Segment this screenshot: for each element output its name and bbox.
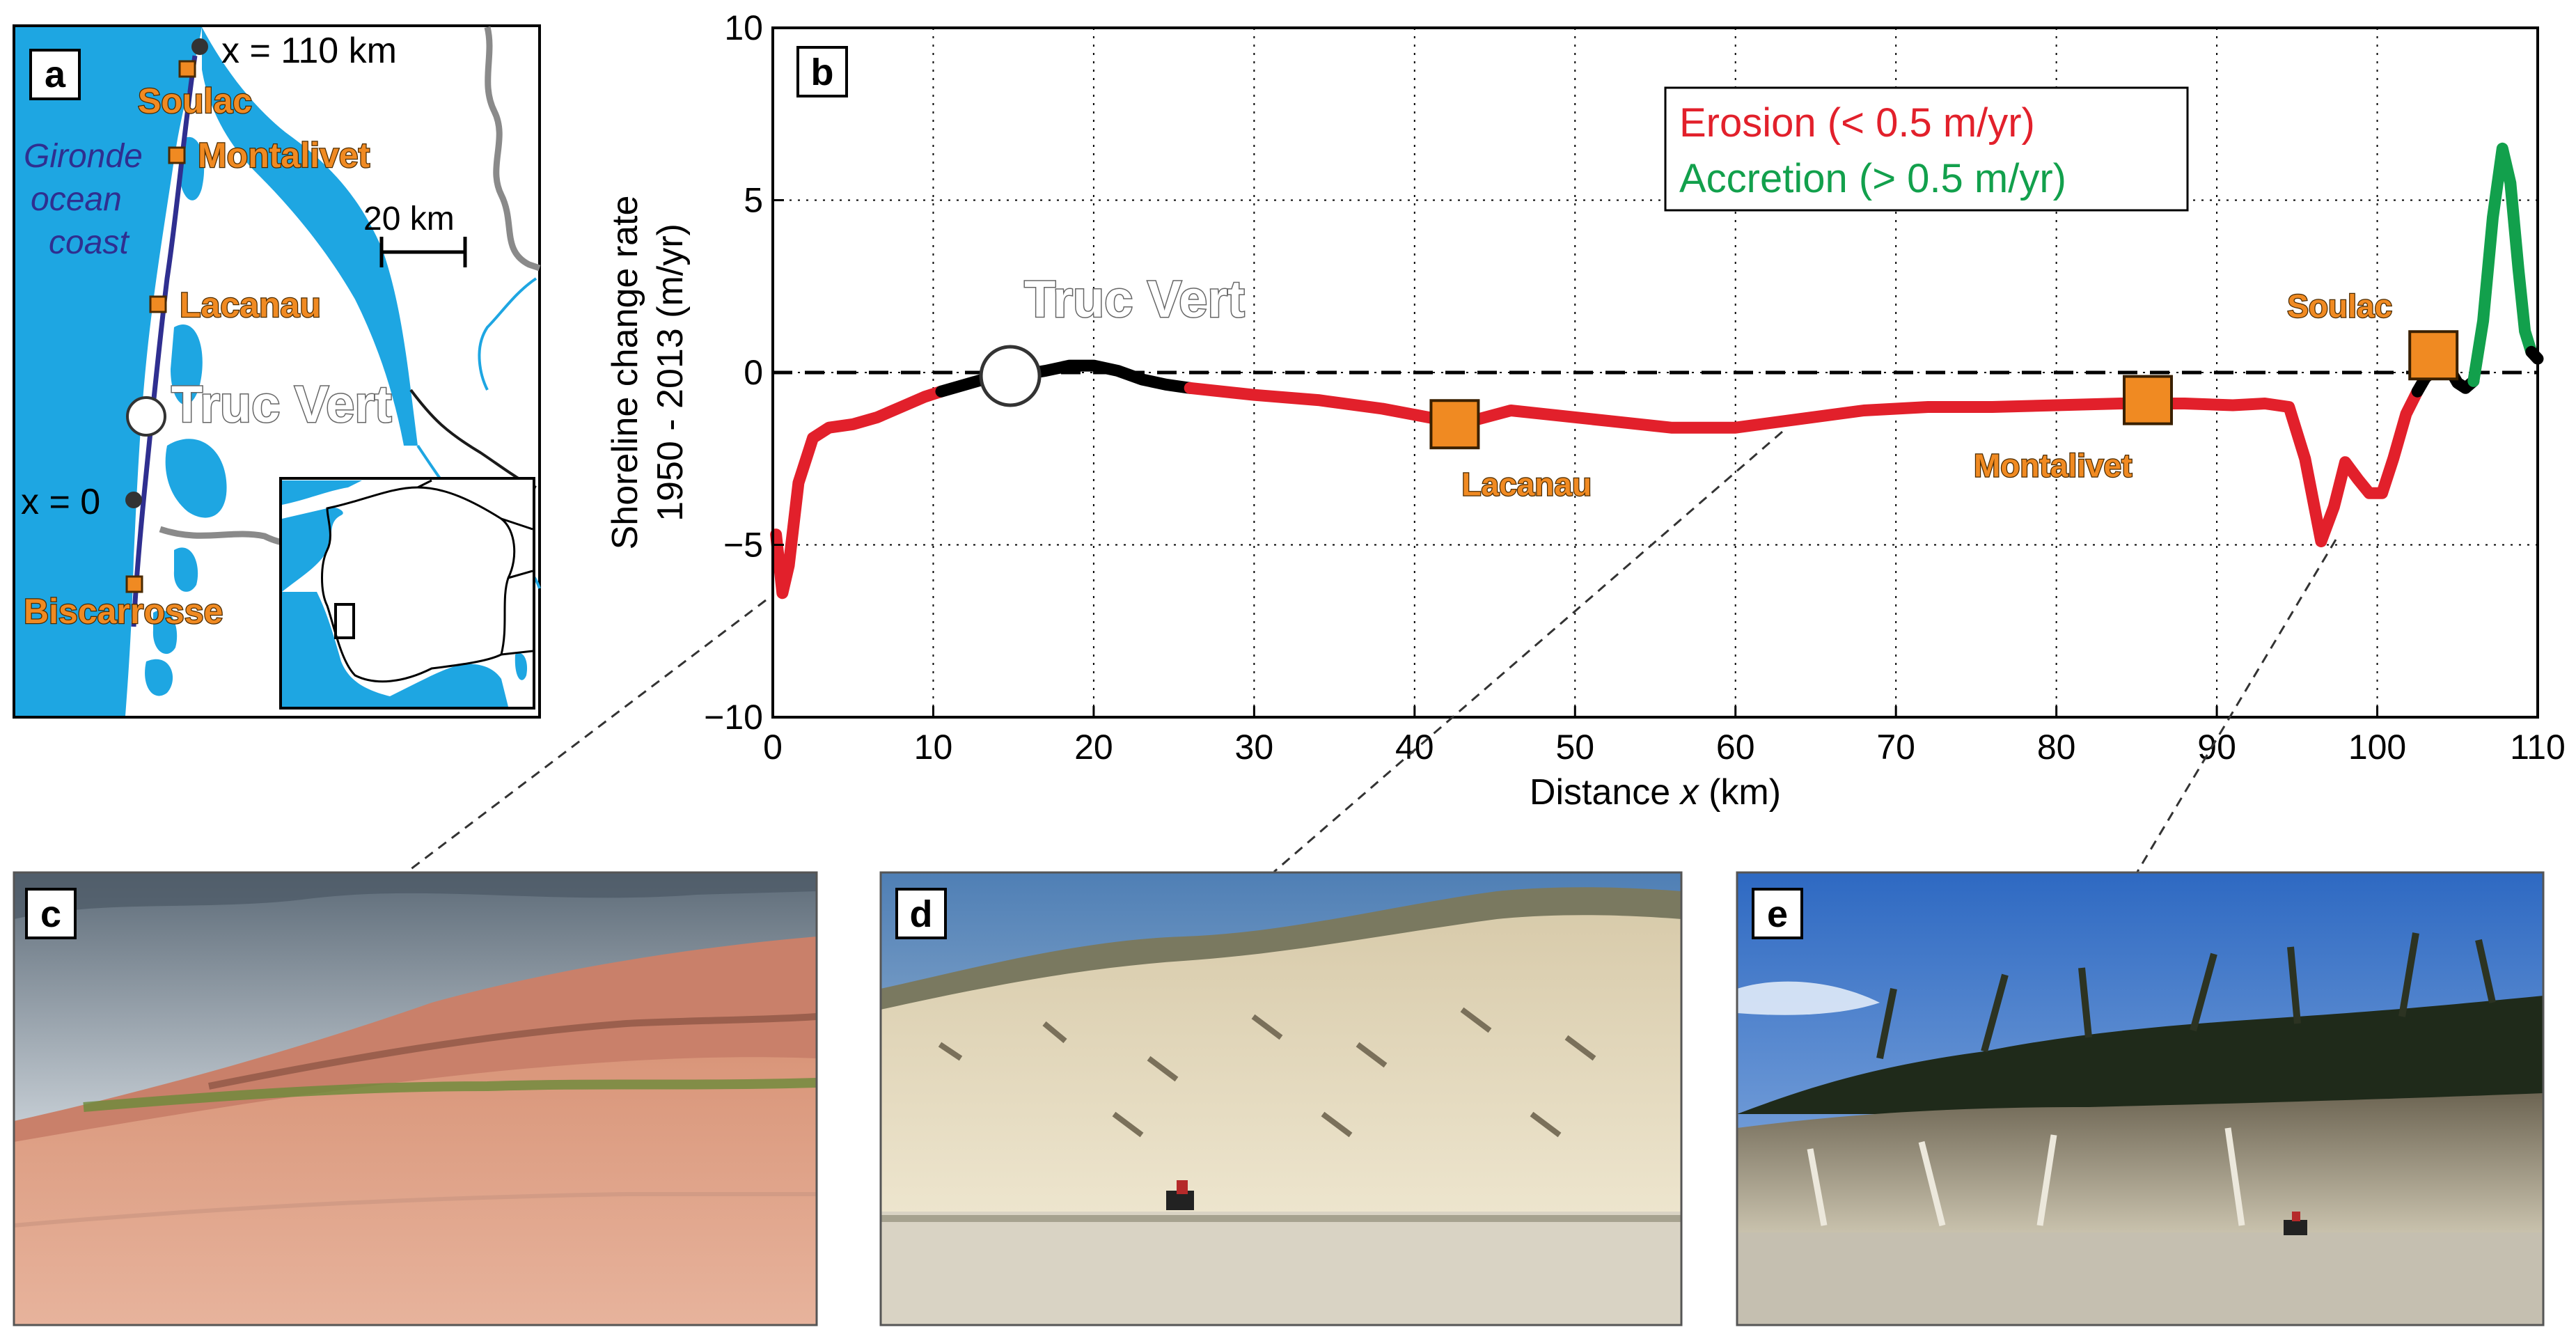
x-axis-label-suffix: (km) xyxy=(1699,772,1781,813)
gironde-estuary xyxy=(202,27,418,446)
connector-d xyxy=(1273,430,1783,873)
y-tick-label: −5 xyxy=(723,526,763,565)
series-line xyxy=(2467,142,2538,387)
series-line xyxy=(770,385,948,600)
panel-label-c: c xyxy=(40,893,61,935)
connector-e xyxy=(2136,539,2337,872)
marker-label: Soulac xyxy=(2287,288,2392,324)
coast-label-line: ocean xyxy=(31,181,122,218)
lake xyxy=(180,136,205,201)
marker-site xyxy=(2122,375,2173,425)
x-axis-label: Distance x (km) xyxy=(1530,772,1781,813)
dordogne-river xyxy=(478,277,537,391)
lake xyxy=(173,547,198,592)
panel-label-e: e xyxy=(1767,893,1788,935)
photo-e-frame xyxy=(1736,871,2545,1326)
site-markers: Truc Vert Lacanau Montalivet Soulac xyxy=(979,269,2459,503)
x-tick-label: 10 xyxy=(914,728,953,767)
marker-site xyxy=(2408,330,2459,381)
series-line xyxy=(1184,382,2424,547)
y-axis-label-line1: Shoreline change rate xyxy=(605,196,645,550)
coast-label-line: coast xyxy=(49,224,129,261)
photo-c xyxy=(14,872,817,1325)
coast-label-line: Gironde xyxy=(24,138,143,175)
x-tick-label: 70 xyxy=(1876,728,1915,767)
legend-erosion: Erosion (< 0.5 m/yr) xyxy=(1679,100,2035,146)
map-x-start-label: x = 0 xyxy=(21,482,100,522)
x-tick-label: 60 xyxy=(1716,728,1755,767)
marker-truc-vert xyxy=(979,345,1042,407)
map-marker-biscarrosse xyxy=(125,575,143,593)
map-label-montalivet: Montalivet xyxy=(198,136,370,175)
map-panel: x = 110 km x = 0 Gironde ocean coast 20 … xyxy=(13,24,541,719)
x-tick-label: 50 xyxy=(1555,728,1594,767)
series-line xyxy=(935,359,1196,398)
marker-label: Lacanau xyxy=(1461,466,1592,502)
y-tick-label: 10 xyxy=(724,8,763,47)
x-axis-label-var: x xyxy=(1679,772,1700,813)
y-tick-label: −10 xyxy=(704,698,763,737)
y-tick-label: 5 xyxy=(744,181,763,220)
map-marker-lacanau xyxy=(149,295,167,313)
map-marker-soulac xyxy=(178,60,196,78)
scale-bar: 20 km xyxy=(363,201,467,267)
ocean xyxy=(15,27,202,716)
y-axis-label-line2: 1950 - 2013 (m/yr) xyxy=(650,224,691,522)
x-end-dot xyxy=(191,38,208,55)
coast-label: Gironde ocean coast xyxy=(24,138,143,261)
scale-label: 20 km xyxy=(363,201,455,237)
map-label-biscarrosse: Biscarrosse xyxy=(24,592,223,631)
x-tick-label: 100 xyxy=(2348,728,2406,767)
legend-box xyxy=(1664,86,2189,212)
photo-e xyxy=(1737,872,2543,1325)
map-label-lacanau: Lacanau xyxy=(180,285,321,324)
marker-site xyxy=(1429,399,1480,450)
map-label-soulac: Soulac xyxy=(138,81,252,120)
lake xyxy=(145,659,173,696)
map-marker-truc-vert xyxy=(126,396,166,437)
department-border xyxy=(484,26,541,272)
panel-label-b: b xyxy=(811,52,834,93)
legend: Erosion (< 0.5 m/yr) Accretion (> 0.5 m/… xyxy=(1664,86,2189,212)
x-tick-label: 30 xyxy=(1235,728,1274,767)
panel-label-box xyxy=(796,46,848,97)
x-tick-label: 110 xyxy=(2510,728,2566,767)
lake xyxy=(171,324,203,405)
arcachon-basin xyxy=(165,439,227,518)
legend-accretion: Accretion (> 0.5 m/yr) xyxy=(1679,156,2066,201)
panel-label-box xyxy=(25,888,77,939)
x-tick-label: 80 xyxy=(2037,728,2076,767)
inset-location-box xyxy=(334,603,355,639)
photo-c-frame xyxy=(13,871,818,1326)
panel-label-box xyxy=(1752,888,1803,939)
photo-connectors xyxy=(407,430,2337,873)
photo-d xyxy=(881,872,1681,1325)
photo-d-frame xyxy=(879,871,1683,1326)
map-x-end-label: x = 110 km xyxy=(221,31,397,71)
x-tick-label: 0 xyxy=(763,728,783,767)
france-inset xyxy=(279,477,535,710)
marker-label: Montalivet xyxy=(1974,448,2132,484)
panel-label-box xyxy=(29,49,81,100)
x-axis-label-prefix: Distance xyxy=(1530,772,1681,813)
y-tick-label: 0 xyxy=(744,353,763,392)
lake xyxy=(152,610,178,655)
marker-label: Truc Vert xyxy=(1024,270,1245,328)
panel-label-box xyxy=(895,888,947,939)
x-start-dot xyxy=(125,492,142,508)
panel-label-a: a xyxy=(45,54,66,95)
map-label-truc-vert: Truc Vert xyxy=(171,375,392,433)
panel-label-d: d xyxy=(910,893,933,935)
x-tick-label: 20 xyxy=(1074,728,1113,767)
map-marker-montalivet xyxy=(168,146,186,164)
connector-c xyxy=(407,599,767,873)
